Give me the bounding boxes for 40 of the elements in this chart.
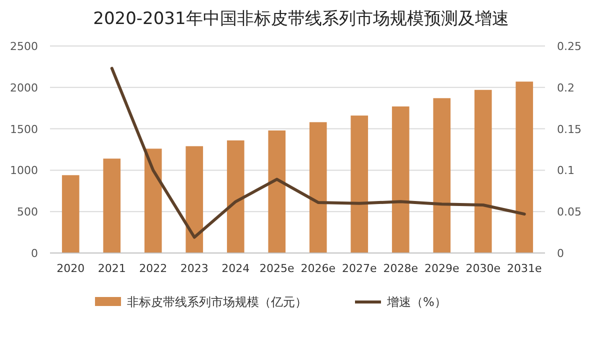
bar — [516, 82, 534, 253]
y-tick-label: 2000 — [10, 81, 38, 94]
bar — [144, 148, 162, 253]
x-tick-label: 2025e — [259, 262, 294, 275]
y-tick-label: 2500 — [10, 40, 38, 53]
legend-label: 增速（%） — [386, 295, 446, 309]
x-tick-label: 2020 — [56, 262, 85, 275]
x-tick-label: 2028e — [383, 262, 418, 275]
bar — [103, 158, 121, 253]
x-tick-label: 2027e — [342, 262, 377, 275]
bar — [474, 90, 492, 253]
bar — [309, 122, 327, 253]
x-tick-label: 2026e — [300, 262, 336, 275]
bar — [350, 116, 368, 253]
y-tick-label: 1500 — [10, 122, 38, 136]
y2-tick-label: 0.2 — [557, 81, 574, 94]
x-tick-label: 2029e — [424, 262, 460, 275]
x-tick-label: 2023 — [180, 262, 208, 275]
bar — [268, 130, 286, 253]
y-tick-label: 500 — [17, 206, 38, 219]
x-tick-label: 2031e — [506, 262, 542, 275]
x-tick-label: 2030e — [466, 262, 501, 275]
x-tick-label: 2021 — [98, 262, 126, 275]
bar — [186, 146, 204, 253]
x-tick-label: 2024 — [222, 262, 250, 275]
line-series — [110, 66, 526, 239]
y2-tick-label: 0.15 — [557, 122, 582, 136]
y-tick-label: 1000 — [10, 164, 38, 178]
x-tick-label: 2022 — [139, 262, 168, 275]
y2-tick-label: 0.25 — [557, 40, 582, 53]
bar — [62, 175, 80, 253]
y2-tick-label: 0 — [557, 247, 564, 260]
y2-tick-label: 0.1 — [557, 164, 574, 178]
y-tick-label: 0 — [31, 247, 38, 260]
bar — [226, 140, 244, 253]
bar — [392, 106, 410, 253]
y2-tick-label: 0.05 — [557, 206, 582, 219]
legend-label: 非标皮带线系列市场规模（亿元） — [127, 295, 307, 309]
chart-title: 2020-2031年中国非标皮带线系列市场规模预测及增速 — [93, 9, 509, 29]
bar — [433, 98, 451, 253]
